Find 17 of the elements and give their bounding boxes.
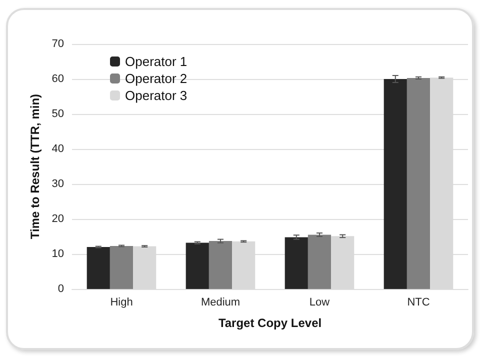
y-tick-label: 30 <box>52 178 64 190</box>
legend-label: Operator 3 <box>125 88 188 103</box>
y-tick-label: 40 <box>52 143 64 155</box>
y-tick-label: 20 <box>52 213 64 225</box>
x-tick-label: NTC <box>407 296 430 308</box>
y-tick-label: 70 <box>52 38 64 50</box>
x-tick-label: Low <box>309 296 330 308</box>
legend-label: Operator 2 <box>125 71 188 86</box>
y-tick-label: 60 <box>52 73 64 85</box>
x-tick-label: Medium <box>200 296 240 308</box>
y-tick-label: 50 <box>52 108 64 120</box>
x-axis-title: Target Copy Level <box>218 316 322 330</box>
y-axis-title: Time to Result (TTR, min) <box>28 94 42 240</box>
y-tick-label: 10 <box>52 248 64 260</box>
y-tick-label: 0 <box>58 283 64 295</box>
legend-label: Operator 1 <box>125 54 188 69</box>
x-tick-label: High <box>110 296 133 308</box>
